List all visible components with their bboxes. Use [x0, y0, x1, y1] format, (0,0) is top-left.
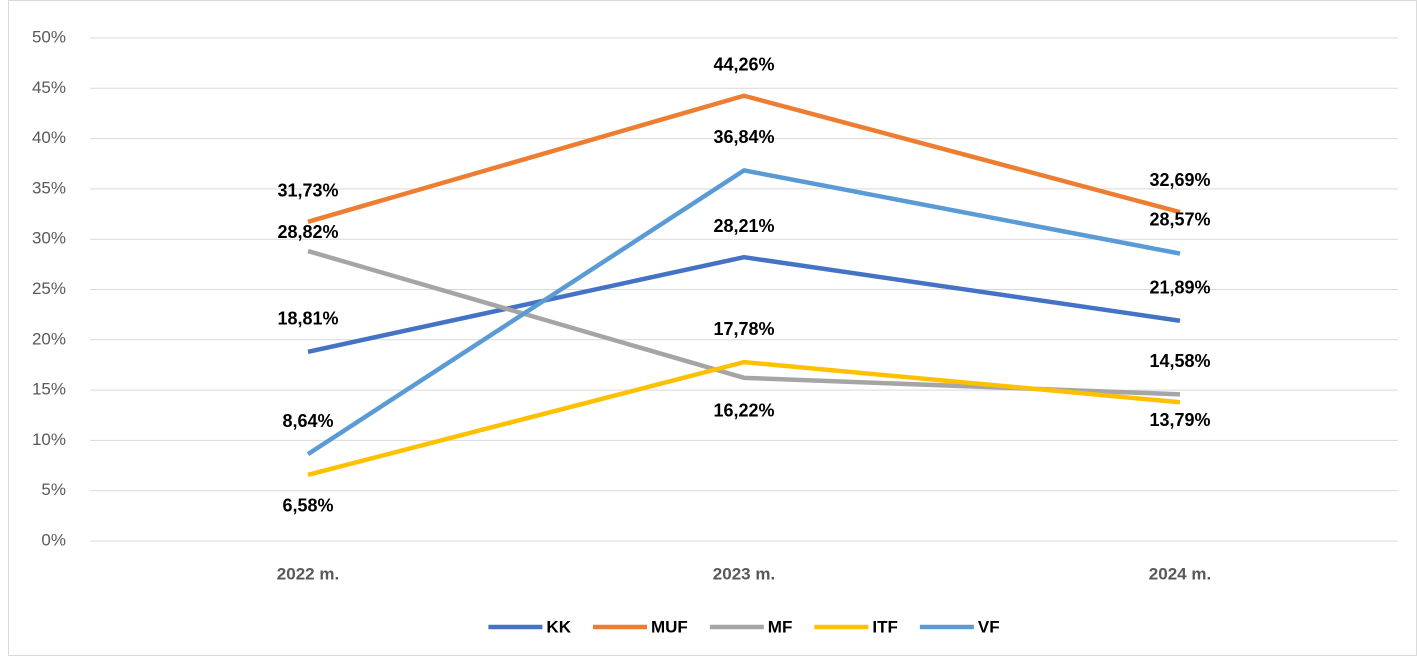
data-label: 18,81%: [277, 309, 338, 329]
data-label: 8,64%: [282, 411, 333, 431]
y-tick-label: 5%: [41, 480, 66, 499]
series-line: [307, 359, 1181, 477]
data-label: 32,69%: [1149, 170, 1210, 190]
data-label: 14,58%: [1149, 351, 1210, 371]
data-label: 44,26%: [713, 54, 774, 74]
data-label: 21,89%: [1149, 278, 1210, 298]
y-tick-label: 15%: [32, 380, 66, 399]
y-tick-label: 45%: [32, 78, 66, 97]
data-label: 28,57%: [1149, 209, 1210, 229]
y-tick-label: 20%: [32, 329, 66, 348]
data-label: 16,22%: [713, 401, 774, 421]
series-line: [307, 93, 1181, 224]
data-label: 6,58%: [282, 496, 333, 516]
y-tick-label: 40%: [32, 128, 66, 147]
legend-label: MUF: [651, 617, 688, 636]
data-label: 31,73%: [277, 181, 338, 201]
y-tick-label: 35%: [32, 178, 66, 197]
y-tick-label: 10%: [32, 430, 66, 449]
data-label: 36,84%: [713, 127, 774, 147]
data-label: 17,78%: [713, 319, 774, 339]
data-label: 28,82%: [277, 222, 338, 242]
legend-label: MF: [768, 617, 793, 636]
series-line: [307, 254, 1181, 354]
legend-label: VF: [978, 617, 1000, 636]
data-label: 13,79%: [1149, 410, 1210, 430]
y-tick-label: 0%: [41, 530, 66, 549]
x-tick-label: 2022 m.: [277, 564, 339, 583]
data-label: 28,21%: [713, 216, 774, 236]
x-tick-label: 2023 m.: [713, 564, 775, 583]
legend-label: ITF: [872, 617, 898, 636]
legend: KK MUF MF ITF VF: [488, 617, 1000, 636]
series-line: [306, 168, 1181, 456]
chart-border: [8, 0, 1417, 656]
legend-label: KK: [546, 617, 571, 636]
y-tick-label: 30%: [32, 229, 66, 248]
y-tick-label: 25%: [32, 279, 66, 298]
x-tick-label: 2024 m.: [1149, 564, 1211, 583]
y-tick-label: 50%: [32, 27, 66, 46]
